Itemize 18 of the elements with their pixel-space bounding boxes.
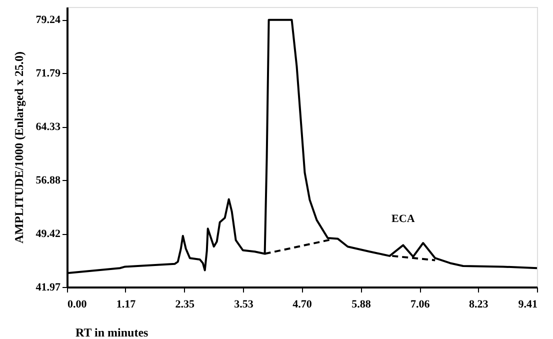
x-tick-label: 2.35	[175, 298, 195, 310]
y-tick-label: 64.33	[36, 121, 61, 134]
x-tick-label: 1.17	[116, 298, 136, 310]
y-tick-label: 56.88	[36, 174, 61, 187]
y-tick-label: 49.42	[36, 228, 61, 240]
x-tick-label: 5.88	[352, 298, 372, 310]
x-tick-label: 4.70	[292, 298, 312, 310]
y-tick-label: 41.97	[36, 282, 61, 294]
annotation: ECA	[392, 213, 415, 226]
y-axis-title: AMPLITUDE/1000 (Enlarged x 25.0)	[12, 51, 26, 244]
x-tick-label: 0.00	[68, 298, 88, 310]
x-tick-label: 3.53	[234, 298, 254, 310]
y-tick-label: 79.24	[36, 14, 61, 26]
x-tick-label: 9.41	[518, 298, 538, 310]
y-tick-label: 71.79	[36, 68, 61, 80]
x-tick-label: 7.06	[410, 298, 430, 310]
x-axis-title: RT in minutes	[76, 326, 149, 339]
x-tick-label: 8.23	[468, 298, 489, 310]
